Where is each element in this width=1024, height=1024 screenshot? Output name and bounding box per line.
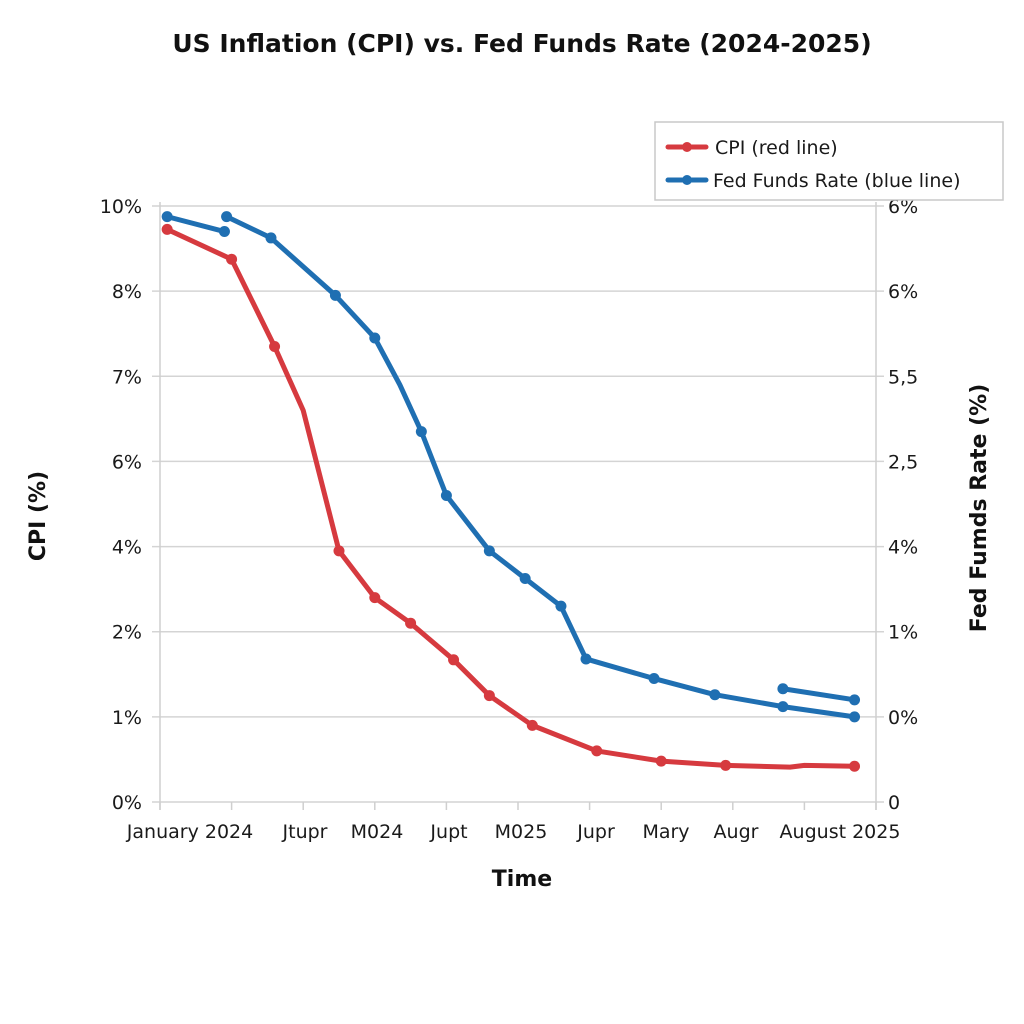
series-line xyxy=(164,226,858,770)
x-axis-ticks: January 2024 Jtupr M024 Jupt M025 Jupr Mary Aug… xyxy=(126,821,901,843)
data-point xyxy=(226,253,238,265)
data-point xyxy=(218,226,230,238)
legend-item-cpi: CPI (red line) xyxy=(665,137,838,159)
x-tick-label: January 2024 xyxy=(126,821,253,843)
data-point xyxy=(648,673,660,685)
y2-tick-label: 5,5 xyxy=(888,366,918,388)
y2-axis-ticks: 0 0% 1% 4% 2,5 5,5 6% 6% xyxy=(888,196,918,814)
y2-tick-label: 4% xyxy=(888,537,918,559)
chart-title: US Inflation (CPI) vs. Fed Funds Rate (2… xyxy=(172,29,871,58)
legend-label-fed-funds: Fed Funds Rate (blue line) xyxy=(713,170,960,192)
data-point xyxy=(526,719,538,731)
legend-marker-cpi xyxy=(682,142,692,152)
x-tick-label: Jtupr xyxy=(282,821,328,843)
data-point xyxy=(483,545,495,557)
series-group xyxy=(161,211,861,772)
data-point xyxy=(440,489,452,501)
data-point xyxy=(709,689,721,701)
y2-tick-label: 6% xyxy=(888,196,918,218)
y2-tick-label: 1% xyxy=(888,622,918,644)
y2-tick-label: 2,5 xyxy=(888,451,918,473)
legend: CPI (red line) Fed Funds Rate (blue line… xyxy=(654,121,1004,201)
x-tick-label: Jupr xyxy=(576,821,615,843)
data-point xyxy=(161,211,173,223)
x-tick-label: August 2025 xyxy=(780,821,901,843)
x-axis-title: Time xyxy=(492,867,552,892)
data-point xyxy=(405,617,417,629)
data-point xyxy=(329,289,341,301)
legend-label-cpi: CPI (red line) xyxy=(715,137,838,159)
x-tick-label: M025 xyxy=(495,821,548,843)
data-point xyxy=(777,701,789,713)
data-point xyxy=(849,711,861,723)
data-point xyxy=(269,340,281,352)
gridlines xyxy=(152,205,884,803)
data-point xyxy=(849,760,861,772)
data-point xyxy=(580,653,592,665)
data-point xyxy=(483,690,495,702)
x-tick-label: Augr xyxy=(714,821,759,843)
x-tick-label: Mary xyxy=(642,821,689,843)
data-point xyxy=(221,211,233,223)
y-tick-label: 1% xyxy=(112,707,142,729)
data-point xyxy=(777,683,789,695)
series-line xyxy=(164,214,227,235)
y-tick-label: 2% xyxy=(112,622,142,644)
data-point xyxy=(333,545,345,557)
legend-marker-fed-funds xyxy=(682,175,692,185)
legend-item-fed-funds: Fed Funds Rate (blue line) xyxy=(665,170,960,192)
data-point xyxy=(369,332,381,344)
y-tick-label: 6% xyxy=(112,451,142,473)
y-tick-label: 4% xyxy=(112,537,142,559)
data-point xyxy=(555,600,567,612)
x-tick-label: Jupt xyxy=(429,821,467,843)
series-fed-funds xyxy=(161,211,861,723)
axes xyxy=(159,202,877,810)
data-point xyxy=(369,592,381,604)
data-point xyxy=(720,759,732,771)
y-axis-ticks: 0% 1% 2% 4% 6% 7% 8% 10% xyxy=(100,196,142,814)
y-tick-label: 0% xyxy=(112,792,142,814)
y-tick-label: 7% xyxy=(112,366,142,388)
y2-tick-label: 0% xyxy=(888,707,918,729)
y2-tick-label: 6% xyxy=(888,281,918,303)
data-point xyxy=(448,654,460,666)
y-tick-label: 8% xyxy=(112,281,142,303)
data-point xyxy=(265,232,277,244)
y-axis-title: CPI (%) xyxy=(26,471,51,561)
y2-axis-title: Fed Fumds Rate (%) xyxy=(967,384,992,633)
x-tick-label: M024 xyxy=(351,821,404,843)
data-point xyxy=(655,755,667,767)
y2-tick-label: 0 xyxy=(888,792,900,814)
data-point xyxy=(519,573,531,584)
data-point xyxy=(591,745,603,757)
series-cpi xyxy=(161,223,861,772)
data-point xyxy=(161,223,173,235)
y-tick-label: 10% xyxy=(100,196,142,218)
legend-box xyxy=(654,121,1004,201)
data-point xyxy=(849,694,861,706)
data-point xyxy=(415,426,427,438)
series-line xyxy=(780,686,858,703)
